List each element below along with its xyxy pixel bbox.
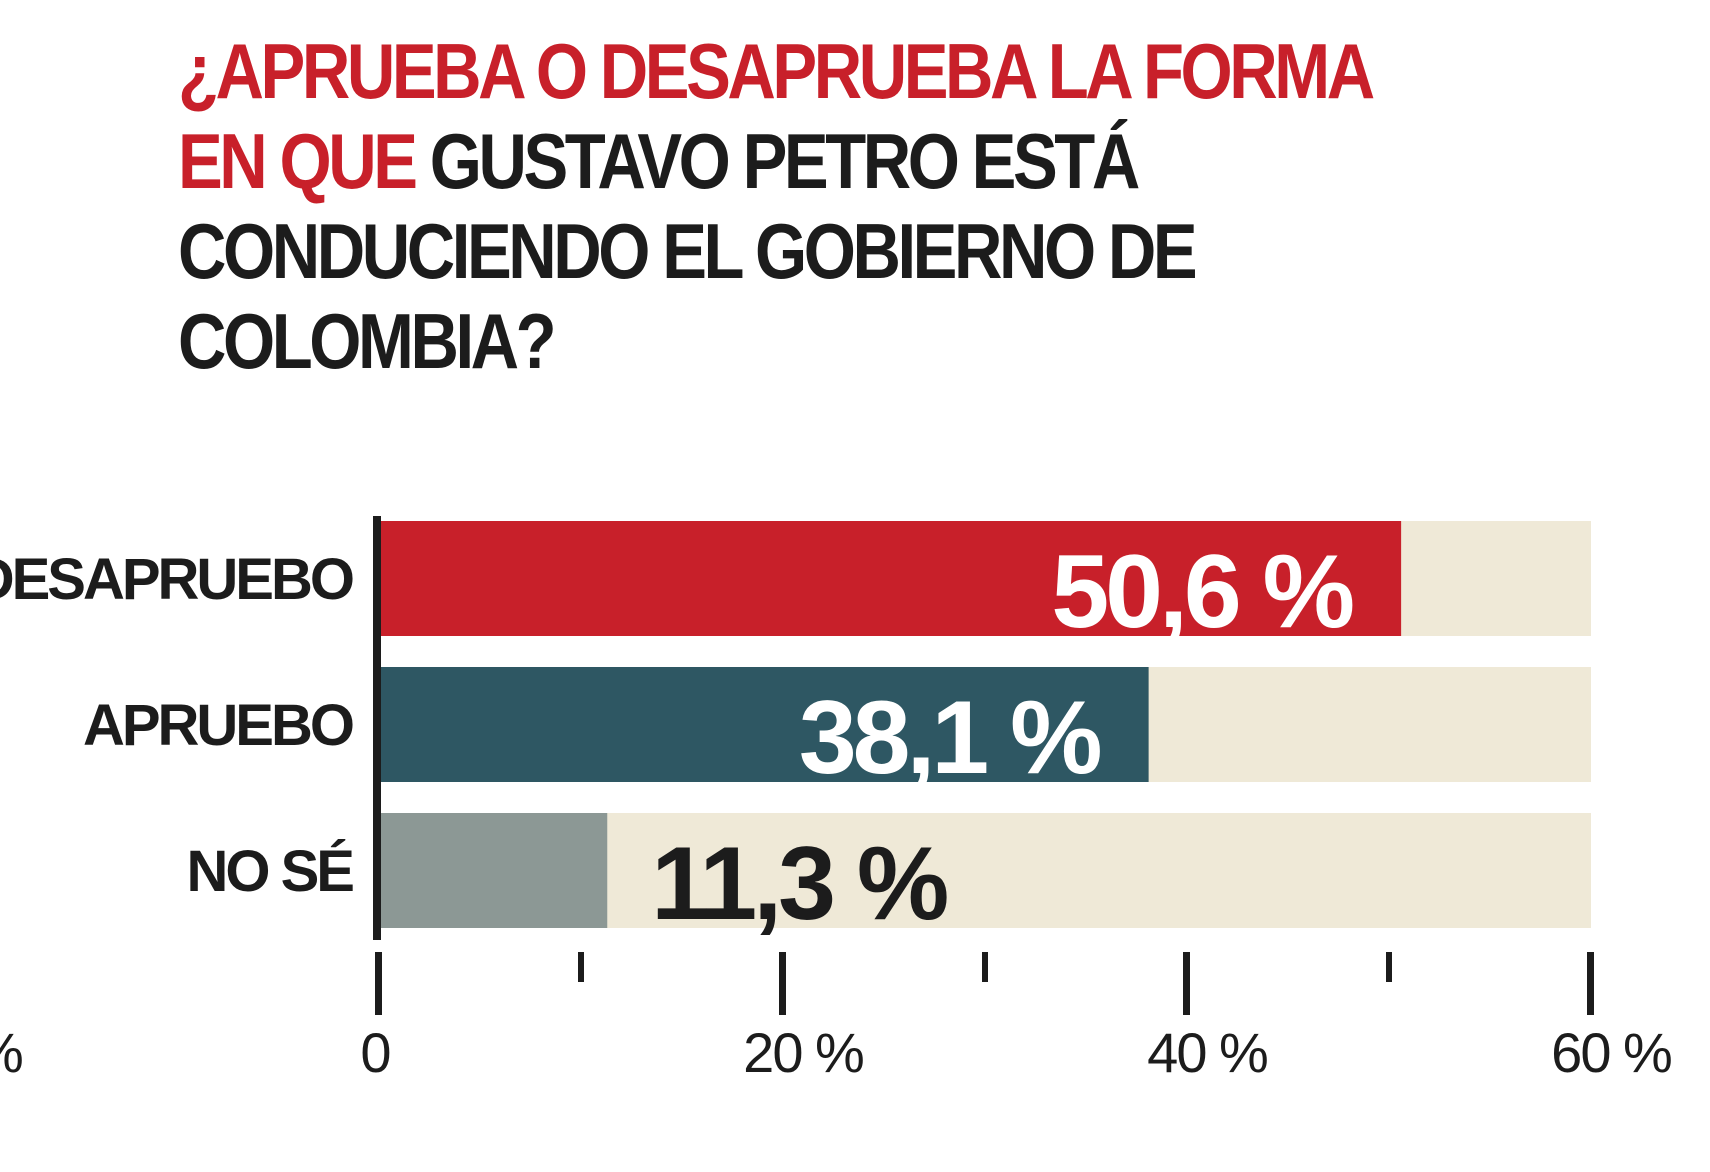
title-dark-part: GUSTAVO PETRO ESTÁ CONDUCIENDO EL GOBIER… <box>178 117 1198 385</box>
major-tick-3 <box>1587 952 1594 1015</box>
major-tick-2 <box>1183 952 1190 1015</box>
bar-1 <box>379 667 1149 782</box>
edge-fragment-label: % <box>0 1021 22 1084</box>
minor-tick-1 <box>982 952 988 982</box>
minor-tick-0 <box>578 952 584 982</box>
category-label-1: APRUEBO <box>83 693 353 758</box>
minor-tick-2 <box>1386 952 1392 982</box>
major-tick-0 <box>375 952 382 1015</box>
chart-title: ¿APRUEBA O DESAPRUEBA LA FORMA EN QUE GU… <box>178 26 1416 386</box>
major-tick-1 <box>779 952 786 1015</box>
tick-label-2: 40 % <box>1147 1021 1267 1084</box>
y-axis-line <box>373 516 381 940</box>
tick-label-0: 0 <box>360 1021 389 1084</box>
tick-label-1: 20 % <box>743 1021 863 1084</box>
category-label-0: DESAPRUEBO <box>0 547 353 612</box>
title-red-part: ¿APRUEBA O DESAPRUEBA LA FORMA EN QUE <box>178 27 1373 205</box>
bar-0 <box>379 521 1402 636</box>
tick-label-3: 60 % <box>1551 1021 1671 1084</box>
bar-2 <box>379 813 608 928</box>
value-label-0: 50,6 % <box>1051 534 1352 650</box>
value-label-1: 38,1 % <box>799 680 1100 796</box>
value-label-2: 11,3 % <box>651 826 947 942</box>
category-label-2: NO SÉ <box>187 839 354 904</box>
